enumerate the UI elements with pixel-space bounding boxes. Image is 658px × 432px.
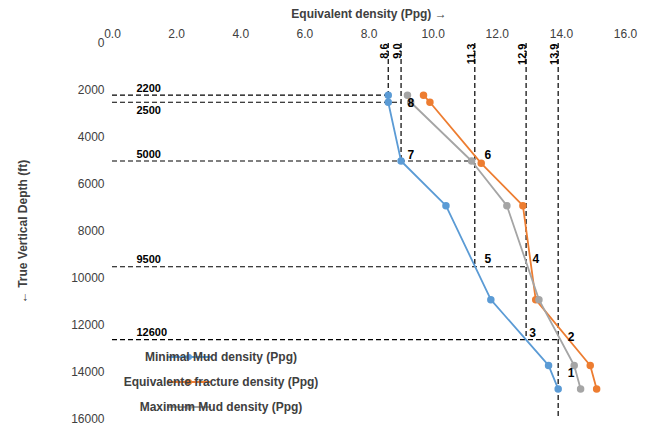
svg-text:12.9: 12.9 [516,44,528,65]
svg-text:6000: 6000 [78,177,105,191]
svg-text:9.0: 9.0 [391,44,403,59]
svg-text:8.6: 8.6 [378,44,390,59]
svg-text:3: 3 [529,326,536,340]
svg-text:0.0: 0.0 [104,27,121,41]
svg-text:16000: 16000 [71,412,105,426]
svg-text:14000: 14000 [71,365,105,379]
svg-text:16.0: 16.0 [614,27,638,41]
svg-text:Maximum Mud density (Ppg): Maximum Mud density (Ppg) [140,400,303,414]
svg-text:2500: 2500 [137,104,161,116]
svg-text:2200: 2200 [137,82,161,94]
svg-text:2.0: 2.0 [168,27,185,41]
svg-text:Equivalente fracture density (: Equivalente fracture density (Ppg) [124,375,319,389]
svg-text:12600: 12600 [137,326,168,338]
svg-text:2: 2 [568,330,575,344]
svg-text:6.0: 6.0 [297,27,314,41]
svg-text:9500: 9500 [137,253,161,265]
svg-text:2000: 2000 [78,83,105,97]
svg-text:13.9: 13.9 [548,44,560,65]
svg-text:4.0: 4.0 [232,27,249,41]
svg-text:6: 6 [484,148,491,162]
svg-text:Equivalent density (Ppg) →: Equivalent density (Ppg) → [291,7,446,21]
svg-text:12000: 12000 [71,318,105,332]
svg-text:4: 4 [533,252,540,266]
svg-text:1: 1 [568,366,575,380]
svg-text:10.0: 10.0 [421,27,445,41]
svg-text:5000: 5000 [137,148,161,160]
svg-text:← True Vertical Depth (ft): ← True Vertical Depth (ft) [16,160,30,303]
svg-text:7: 7 [407,148,414,162]
svg-text:Minimal Mud density (Ppg): Minimal Mud density (Ppg) [145,350,297,364]
svg-text:12.0: 12.0 [486,27,510,41]
svg-text:0: 0 [97,36,105,51]
svg-text:5: 5 [484,252,491,266]
svg-text:8: 8 [407,96,414,110]
svg-text:8.0: 8.0 [361,27,378,41]
svg-text:4000: 4000 [78,130,105,144]
svg-text:11.3: 11.3 [465,44,477,65]
svg-text:8000: 8000 [78,224,105,238]
svg-text:14.0: 14.0 [550,27,574,41]
svg-text:10000: 10000 [71,271,105,285]
